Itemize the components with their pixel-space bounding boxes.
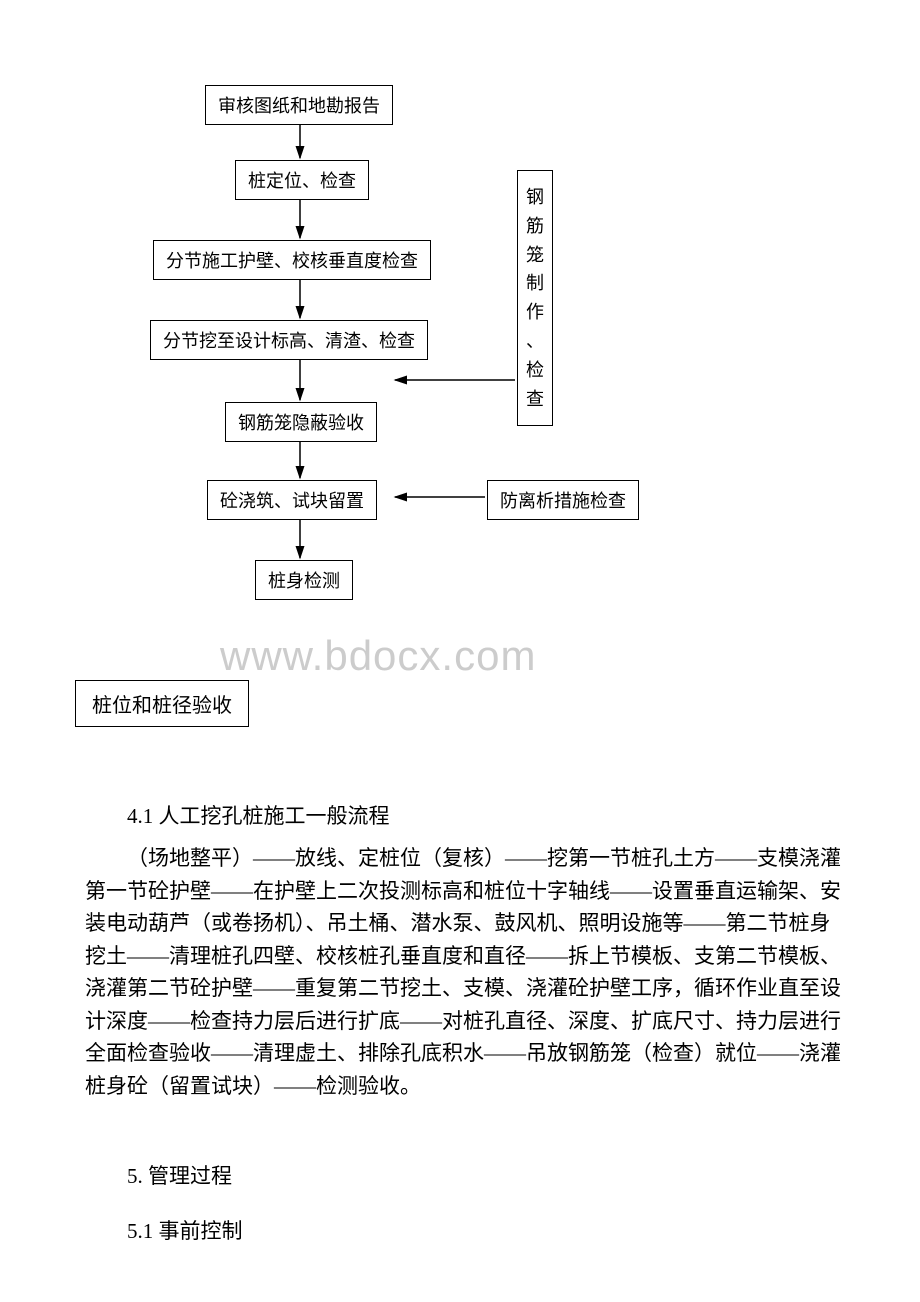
flow-box-cage-inspection: 钢筋笼隐蔽验收 bbox=[225, 402, 377, 442]
flow-box-dig-to-depth: 分节挖至设计标高、清渣、检查 bbox=[150, 320, 428, 360]
flow-label: 桩位和桩径验收 bbox=[92, 695, 232, 717]
flow-box-steel-cage-vertical: 钢筋笼制作、检查 bbox=[517, 170, 553, 426]
flowchart-arrows bbox=[85, 80, 735, 660]
flow-label: 钢筋笼隐蔽验收 bbox=[238, 413, 364, 433]
vertical-char: 检 bbox=[524, 356, 546, 385]
flow-box-concrete-pour: 砼浇筑、试块留置 bbox=[207, 480, 377, 520]
vertical-char: 钢 bbox=[524, 183, 546, 212]
flowchart-diagram: 审核图纸和地勘报告 桩定位、检查 分节施工护壁、校核垂直度检查 分节挖至设计标高… bbox=[85, 80, 735, 660]
vertical-char: 查 bbox=[524, 385, 546, 414]
section-heading-5-1: 5.1 事前控制 bbox=[85, 1215, 845, 1248]
flow-label: 分节挖至设计标高、清渣、检查 bbox=[163, 331, 415, 351]
flow-label: 分节施工护壁、校核垂直度检查 bbox=[166, 251, 418, 271]
flow-label: 审核图纸和地勘报告 bbox=[218, 96, 380, 116]
flow-label: 桩身检测 bbox=[268, 571, 340, 591]
vertical-char: 制 bbox=[524, 269, 546, 298]
section-body-4-1: （场地整平）——放线、定桩位（复核）——挖第一节桩孔土方——支模浇灌第一节砼护壁… bbox=[85, 842, 845, 1102]
flow-box-anti-segregation: 防离析措施检查 bbox=[487, 480, 639, 520]
vertical-char: 笼 bbox=[524, 241, 546, 270]
flow-box-positioning: 桩定位、检查 bbox=[235, 160, 369, 200]
vertical-char: 、 bbox=[524, 327, 546, 356]
flow-label: 砼浇筑、试块留置 bbox=[220, 491, 364, 511]
flow-label: 防离析措施检查 bbox=[500, 491, 626, 511]
watermark-text: www.bdocx.com bbox=[220, 632, 536, 680]
flow-box-review-drawings: 审核图纸和地勘报告 bbox=[205, 85, 393, 125]
flow-box-pile-acceptance: 桩位和桩径验收 bbox=[75, 680, 249, 727]
flow-box-section-wall: 分节施工护壁、校核垂直度检查 bbox=[153, 240, 431, 280]
vertical-char: 筋 bbox=[524, 212, 546, 241]
flow-box-pile-test: 桩身检测 bbox=[255, 560, 353, 600]
flow-label: 桩定位、检查 bbox=[248, 171, 356, 191]
section-heading-5: 5. 管理过程 bbox=[85, 1160, 845, 1193]
section-heading-4-1: 4.1 人工挖孔桩施工一般流程 bbox=[85, 800, 845, 833]
vertical-char: 作 bbox=[524, 298, 546, 327]
